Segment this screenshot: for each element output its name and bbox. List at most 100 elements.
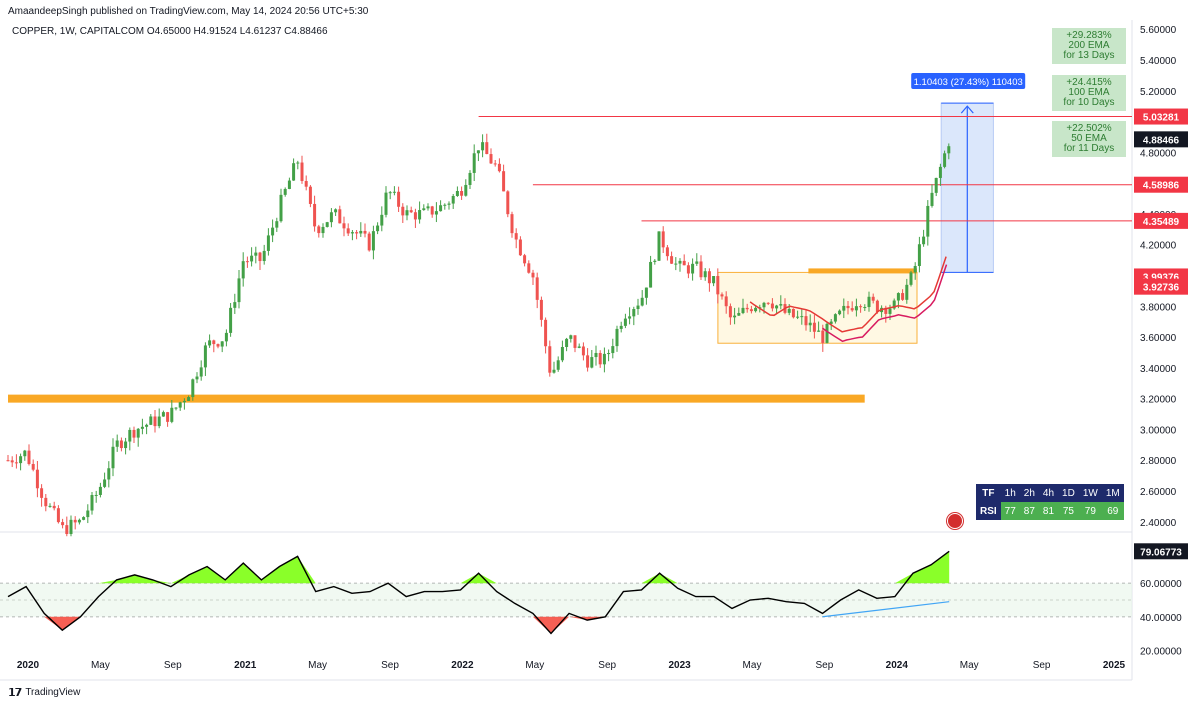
rsi-trendline	[822, 601, 950, 618]
candle-body	[825, 323, 829, 343]
candle-197	[833, 313, 837, 324]
candle-159	[674, 257, 678, 271]
candle-46	[199, 360, 203, 381]
candle-123	[523, 253, 527, 267]
candle-14	[65, 516, 69, 537]
candle-body	[128, 429, 132, 442]
candle-93	[397, 186, 401, 213]
candle-134	[569, 334, 573, 343]
candle-105	[447, 201, 451, 210]
candle-171	[724, 291, 728, 314]
candle-165	[699, 255, 703, 280]
candle-body	[426, 206, 430, 209]
candle-body	[535, 277, 539, 300]
candle-198	[838, 309, 842, 316]
y-tick-label-8: 3.60000	[1140, 333, 1177, 344]
candle-body	[623, 318, 627, 326]
candle-201	[850, 301, 854, 312]
candle-body	[292, 163, 296, 181]
candle-118	[502, 164, 506, 192]
candle-body	[203, 345, 207, 368]
candle-143	[607, 349, 611, 362]
candle-body	[191, 379, 195, 398]
candle-body	[19, 456, 23, 464]
candle-body	[61, 522, 65, 526]
candle-body	[829, 321, 833, 324]
candle-body	[905, 284, 909, 300]
candle-body	[649, 261, 653, 288]
candle-body	[31, 463, 35, 470]
candle-body	[842, 305, 846, 311]
price-label-3: 4.35489	[1143, 217, 1180, 228]
candle-body	[140, 426, 144, 429]
candle-body	[329, 212, 333, 223]
candle-body	[909, 272, 913, 285]
mtf-header-1h: 1h	[1000, 484, 1020, 502]
candle-85	[363, 223, 367, 238]
candle-146	[619, 321, 623, 333]
candle-body	[594, 352, 598, 358]
candle-body	[187, 397, 191, 401]
candle-body	[119, 440, 123, 449]
candle-body	[817, 330, 821, 332]
mtf-header-2h: 2h	[1019, 484, 1039, 502]
candle-body	[665, 247, 669, 257]
candle-86	[367, 231, 371, 252]
candle-87	[371, 225, 375, 260]
candle-162	[686, 262, 690, 279]
mtf-header-1d: 1D	[1058, 484, 1079, 502]
candle-body	[871, 296, 875, 301]
candle-10	[48, 503, 52, 508]
y-tick-label-3: 4.80000	[1140, 148, 1177, 159]
candle-107	[455, 186, 459, 197]
candle-15	[69, 515, 73, 537]
candle-body	[321, 226, 325, 234]
candle-50	[216, 343, 220, 349]
candle-217	[917, 236, 921, 273]
candle-body	[602, 353, 606, 365]
candle-body	[233, 302, 237, 308]
candle-106	[451, 193, 455, 209]
candle-17	[77, 518, 81, 525]
candle-body	[90, 495, 94, 511]
ema-50-annotation: +22.502% 50 EMA for 11 Days	[1052, 121, 1126, 157]
candle-153	[649, 255, 653, 288]
candle-116	[493, 159, 497, 167]
x-tick-label-13: May	[960, 660, 979, 671]
candle-body	[296, 162, 300, 164]
y-tick-label-2: 5.20000	[1140, 87, 1177, 98]
candle-167	[707, 268, 711, 292]
candle-body	[552, 369, 556, 373]
candle-95	[405, 205, 409, 221]
candle-body	[930, 192, 934, 206]
candle-42	[182, 398, 186, 410]
candle-73	[313, 195, 317, 232]
candle-77	[329, 208, 333, 228]
candle-117	[497, 158, 501, 173]
candle-body	[686, 265, 690, 274]
x-tick-label-15: 2025	[1103, 660, 1126, 671]
candle-body	[195, 376, 199, 380]
candle-body	[472, 153, 476, 173]
candle-body	[271, 227, 275, 236]
measure-label: 1.10403 (27.43%) 110403	[914, 77, 1023, 88]
candle-160	[678, 258, 682, 272]
candle-35	[153, 409, 157, 433]
price-label-bg-5	[1134, 278, 1188, 295]
candle-74	[317, 224, 321, 238]
candle-109	[464, 179, 468, 197]
x-tick-label-5: Sep	[381, 660, 399, 671]
candle-body	[699, 261, 703, 278]
candle-48	[208, 334, 212, 348]
candle-139	[590, 349, 594, 369]
candle-body	[762, 302, 766, 308]
candle-166	[703, 268, 707, 281]
candle-body	[161, 412, 165, 417]
candle-24	[107, 461, 111, 488]
ema-100-days: for 10 Days	[1063, 97, 1115, 108]
candle-169	[716, 268, 720, 304]
candle-202	[854, 298, 858, 317]
candle-body	[44, 497, 48, 507]
candle-body	[833, 314, 837, 322]
